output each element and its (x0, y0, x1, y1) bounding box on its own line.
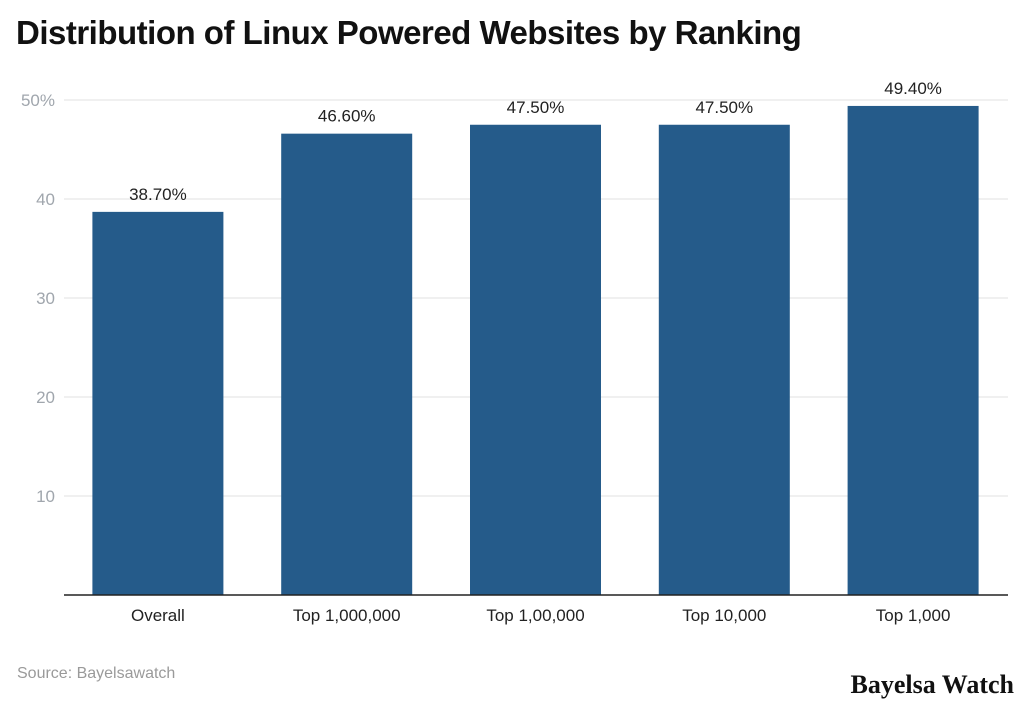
data-label: 49.40% (884, 79, 942, 98)
y-tick-label: 40 (36, 190, 55, 209)
y-tick-label: 10 (36, 487, 55, 506)
y-tick-label: 30 (36, 289, 55, 308)
x-tick-label: Top 1,00,000 (486, 606, 584, 625)
bar (847, 105, 979, 595)
brand-logo: Bayelsa Watch (850, 670, 1014, 699)
chart-title: Distribution of Linux Powered Websites b… (16, 14, 802, 51)
data-label: 47.50% (507, 98, 565, 117)
bar (658, 124, 790, 595)
x-tick-label: Top 1,000,000 (293, 606, 401, 625)
data-label: 38.70% (129, 185, 187, 204)
bar (92, 211, 224, 595)
bar (281, 133, 413, 595)
source-note: Source: Bayelsawatch (17, 665, 176, 682)
data-label: 46.60% (318, 107, 376, 126)
x-tick-label: Top 10,000 (682, 606, 766, 625)
y-tick-label: 20 (36, 388, 55, 407)
bar (470, 124, 601, 595)
y-tick-label: 50% (21, 91, 55, 110)
x-tick-label: Overall (131, 606, 185, 625)
data-label: 47.50% (695, 98, 753, 117)
x-tick-label: Top 1,000 (876, 606, 951, 625)
